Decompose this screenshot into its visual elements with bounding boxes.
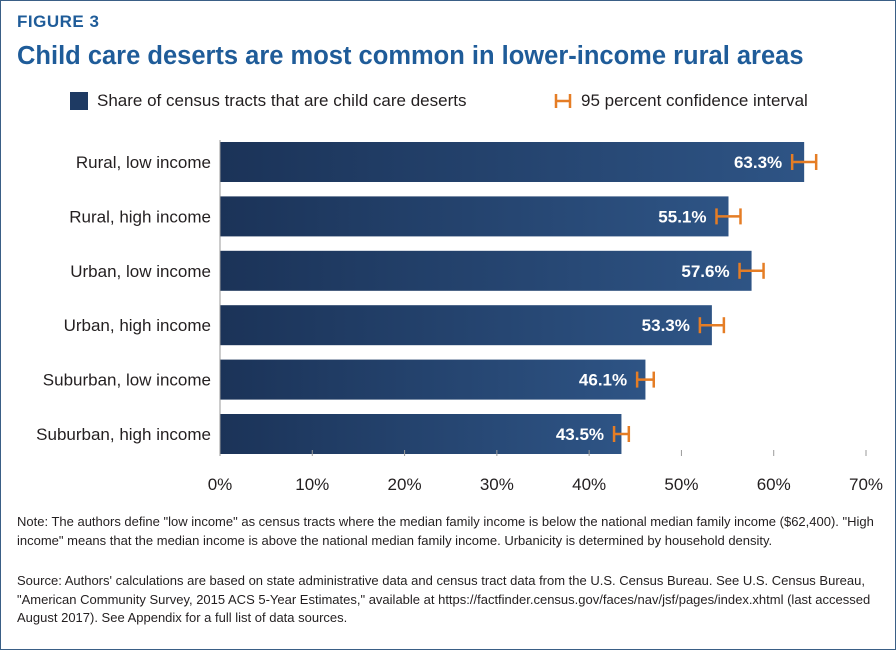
value-label: 57.6%: [681, 262, 729, 281]
legend-item-ci: 95 percent confidence interval: [554, 91, 808, 111]
category-label: Urban, high income: [64, 316, 211, 335]
x-tick-label: 50%: [664, 475, 698, 494]
category-label: Rural, high income: [69, 207, 211, 226]
category-label: Suburban, high income: [36, 425, 211, 444]
value-label: 55.1%: [658, 207, 706, 226]
chart-title: Child care deserts are most common in lo…: [17, 42, 804, 70]
x-tick-label: 70%: [849, 475, 883, 494]
bar: [220, 142, 805, 182]
category-label: Urban, low income: [70, 262, 211, 281]
ci-glyph-icon: [554, 94, 572, 108]
legend-bars-label: Share of census tracts that are child ca…: [97, 91, 467, 110]
bar: [220, 414, 622, 454]
bar-chart: Rural, low income 63.3% Rural, high income…: [36, 140, 883, 494]
legend-ci-label: 95 percent confidence interval: [581, 91, 808, 110]
value-label: 46.1%: [579, 371, 627, 390]
bar: [220, 305, 712, 346]
value-label: 53.3%: [642, 316, 690, 335]
category-label: Suburban, low income: [43, 371, 211, 390]
x-tick-label: 30%: [480, 475, 514, 494]
legend-item-bars: Share of census tracts that are child ca…: [70, 91, 466, 111]
x-tick-label: 40%: [572, 475, 606, 494]
chart-source: Source: Authors' calculations are based …: [17, 573, 871, 625]
x-tick-label: 60%: [757, 475, 791, 494]
figure-label: FIGURE 3: [17, 12, 100, 31]
x-tick-label: 20%: [388, 475, 422, 494]
category-label: Rural, low income: [76, 153, 211, 172]
chart-note: Note: The authors define "low income" as…: [17, 514, 874, 548]
value-label: 63.3%: [734, 153, 782, 172]
bar: [220, 250, 752, 291]
value-label: 43.5%: [556, 425, 604, 444]
bar: [220, 196, 729, 237]
x-tick-label: 10%: [295, 475, 329, 494]
bar-swatch: [70, 92, 88, 110]
bar: [220, 359, 646, 400]
x-tick-label: 0%: [208, 475, 233, 494]
